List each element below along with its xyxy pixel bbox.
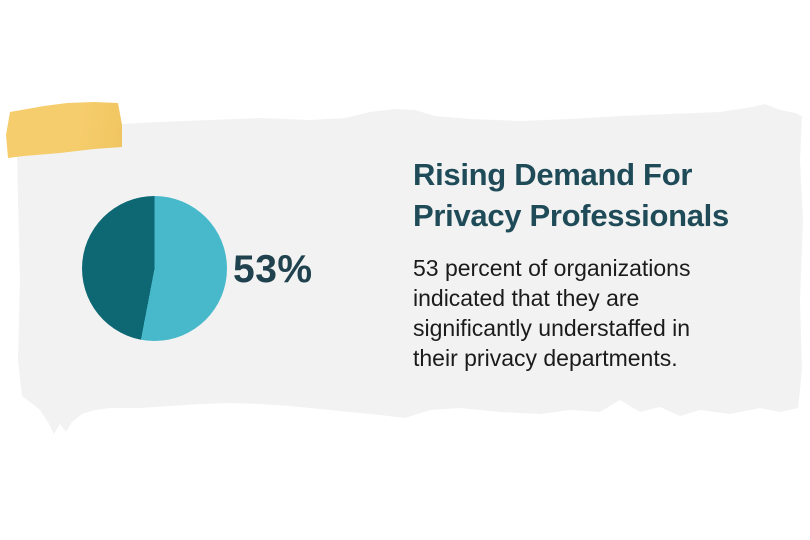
pie-chart <box>82 196 227 341</box>
heading-line-2: Privacy Professionals <box>413 198 729 233</box>
body-description: 53 percent of organizations indicated tha… <box>413 253 788 373</box>
body-line-3: significantly understaffed in <box>413 315 691 341</box>
text-column: Rising Demand For Privacy Professionals 5… <box>413 154 788 373</box>
page-title: Rising Demand For Privacy Professionals <box>413 154 788 236</box>
stat-percentage-label: 53% <box>233 248 313 291</box>
heading-line-1: Rising Demand For <box>413 157 693 192</box>
body-line-1: 53 percent of organizations <box>413 255 691 281</box>
body-line-4: their privacy departments. <box>413 345 678 371</box>
body-line-2: indicated that they are <box>413 285 640 311</box>
